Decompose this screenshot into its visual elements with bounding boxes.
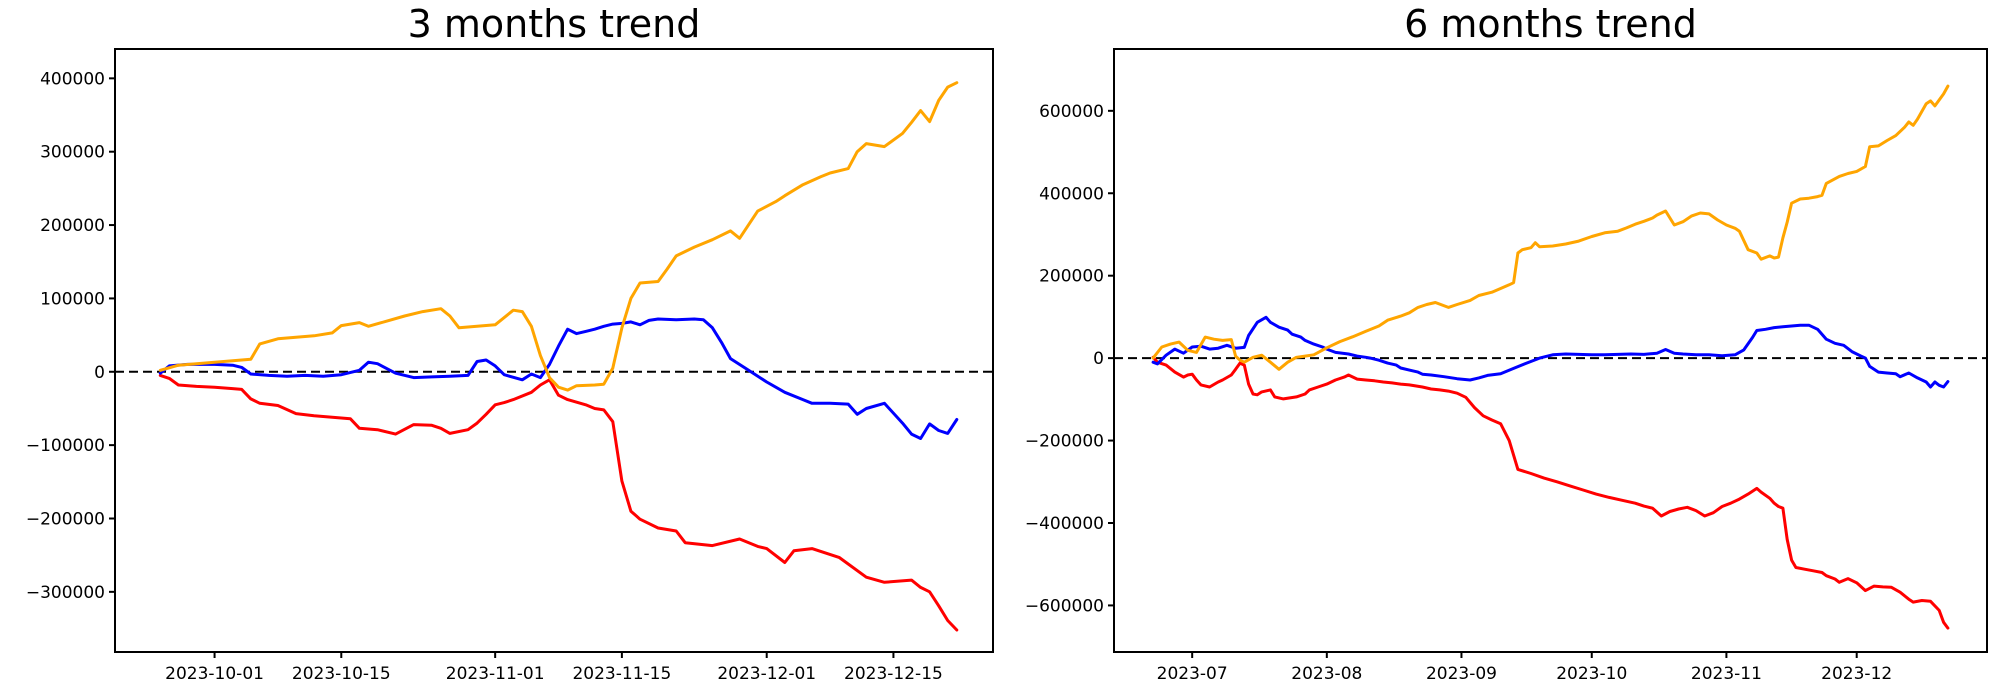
x-tick-label: 2023-09 bbox=[1426, 664, 1497, 684]
y-tick-label: −200000 bbox=[1025, 432, 1104, 452]
y-tick-label: 200000 bbox=[40, 216, 105, 236]
y-tick-label: −400000 bbox=[1025, 514, 1104, 534]
y-tick-label: −200000 bbox=[26, 509, 105, 529]
series-line-red bbox=[1151, 355, 1950, 630]
series-line-blue bbox=[158, 317, 959, 440]
subplot-trend-6m: 2023-07 2023-08 2023-09 2023-10 2023-11 2023-… bbox=[1025, 48, 1988, 684]
y-tick-label: 0 bbox=[94, 363, 105, 383]
x-tick-label: 2023-12-15 bbox=[844, 664, 943, 684]
y-tick-label: 200000 bbox=[1039, 267, 1104, 287]
series-line-red bbox=[158, 373, 959, 632]
x-tick-label: 2023-11 bbox=[1691, 664, 1762, 684]
y-tick-label: 300000 bbox=[40, 143, 105, 163]
x-tick-label: 2023-11-15 bbox=[572, 664, 671, 684]
x-tick-label: 2023-11-01 bbox=[446, 664, 545, 684]
series-line-orange bbox=[158, 81, 959, 392]
x-tick-label: 2023-10-15 bbox=[292, 664, 391, 684]
chart-title-6-months-trend: 6 months trend bbox=[1404, 2, 1697, 46]
chart-title-3-months-trend: 3 months trend bbox=[407, 2, 701, 46]
x-tick-label: 2023-07 bbox=[1157, 664, 1228, 684]
x-tick-label: 2023-08 bbox=[1291, 664, 1362, 684]
y-tick-label: 100000 bbox=[40, 289, 105, 309]
y-tick-label: −300000 bbox=[26, 583, 105, 603]
y-tick-label: 600000 bbox=[1039, 102, 1104, 122]
y-tick-label: 0 bbox=[1093, 349, 1104, 369]
y-tick-label: 400000 bbox=[1039, 184, 1104, 204]
y-tick-label: −600000 bbox=[1025, 596, 1104, 616]
x-tick-label: 2023-12 bbox=[1821, 664, 1892, 684]
x-tick-label: 2023-12-01 bbox=[717, 664, 816, 684]
x-tick-label: 2023-10 bbox=[1556, 664, 1627, 684]
subplot-trend-3m: 2023-10-01 2023-10-15 2023-11-01 2023-11-15… bbox=[26, 48, 994, 684]
plot-border bbox=[114, 48, 994, 653]
series-line-orange bbox=[1151, 84, 1950, 371]
y-tick-label: −100000 bbox=[26, 436, 105, 456]
plot-border bbox=[1113, 48, 1988, 653]
series-line-blue bbox=[1151, 315, 1950, 389]
y-tick-label: 400000 bbox=[40, 69, 105, 89]
x-tick-label: 2023-10-01 bbox=[165, 664, 264, 684]
